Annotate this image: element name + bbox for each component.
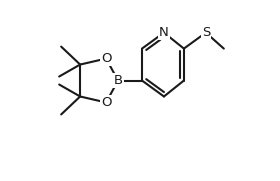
Text: O: O	[101, 52, 111, 65]
Text: B: B	[113, 74, 123, 87]
Text: O: O	[101, 96, 111, 109]
Text: N: N	[159, 26, 169, 39]
Text: S: S	[202, 26, 210, 39]
